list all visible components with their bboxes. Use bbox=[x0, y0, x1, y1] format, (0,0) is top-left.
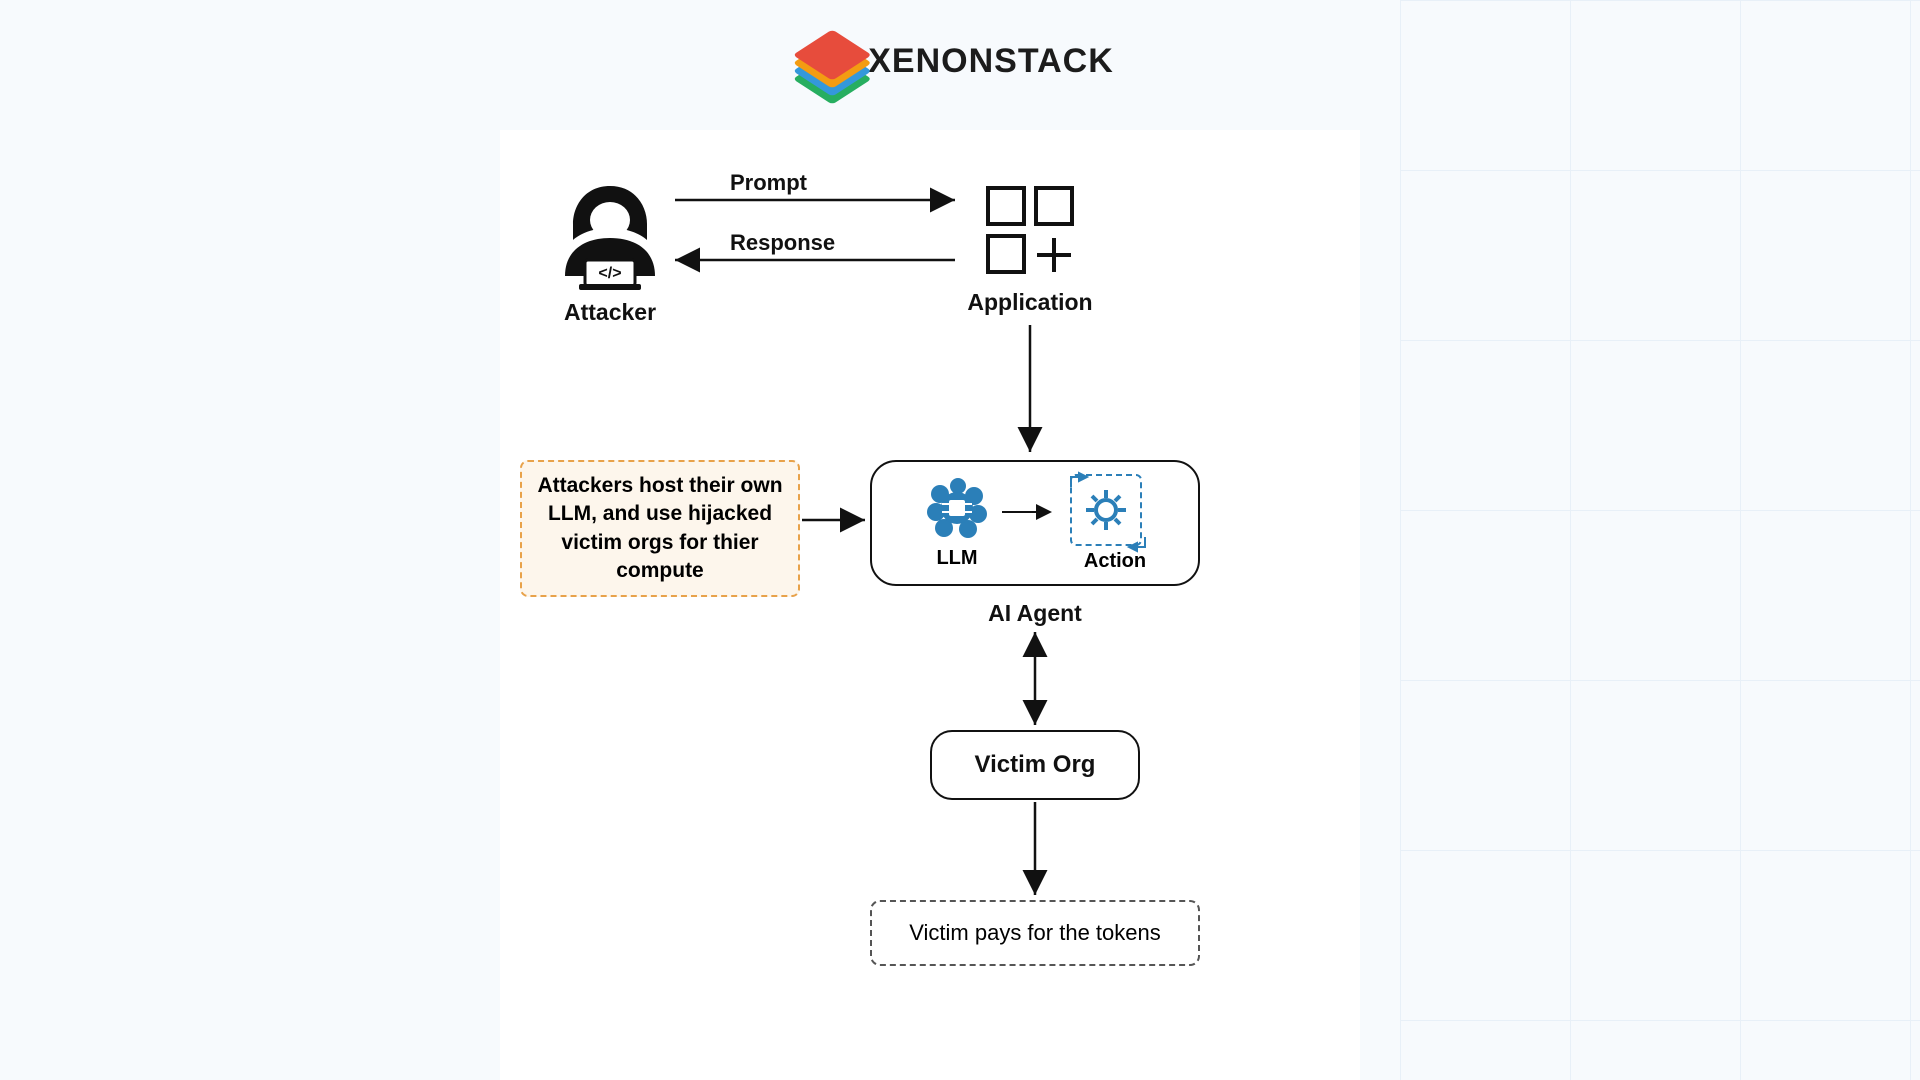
diagram-connectors bbox=[500, 130, 1360, 1080]
brand-logo-icon bbox=[806, 30, 858, 92]
diagram-panel: </> Attacker Application Attackers host … bbox=[500, 130, 1360, 1080]
brand-name: XENONSTACK bbox=[868, 42, 1114, 81]
brand-header: XENONSTACK bbox=[806, 30, 1114, 92]
background-grid bbox=[1400, 0, 1920, 1080]
